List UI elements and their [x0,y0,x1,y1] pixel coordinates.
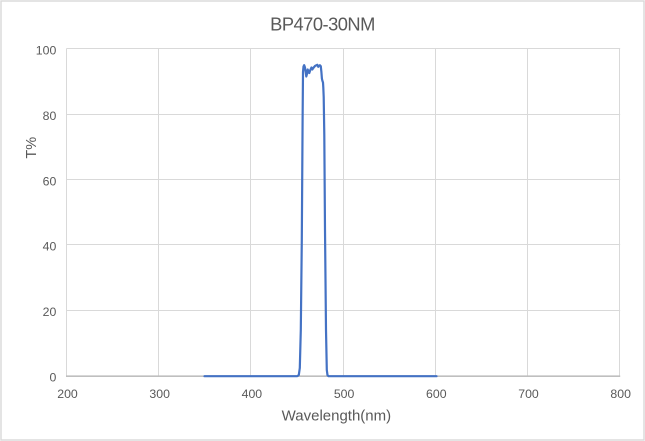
svg-text:400: 400 [242,387,263,401]
svg-text:100: 100 [36,44,57,58]
svg-text:700: 700 [518,387,539,401]
svg-text:500: 500 [334,387,355,401]
svg-text:80: 80 [43,109,57,123]
svg-text:BP470-30NM: BP470-30NM [270,13,375,34]
svg-text:20: 20 [43,305,57,319]
svg-text:60: 60 [43,174,57,188]
svg-text:800: 800 [610,387,631,401]
svg-text:0: 0 [49,371,56,385]
svg-text:40: 40 [43,240,57,254]
svg-text:300: 300 [149,387,170,401]
svg-text:200: 200 [57,387,78,401]
svg-text:600: 600 [426,387,447,401]
svg-text:Wavelength(nm): Wavelength(nm) [282,408,391,425]
svg-text:T%: T% [24,137,40,159]
